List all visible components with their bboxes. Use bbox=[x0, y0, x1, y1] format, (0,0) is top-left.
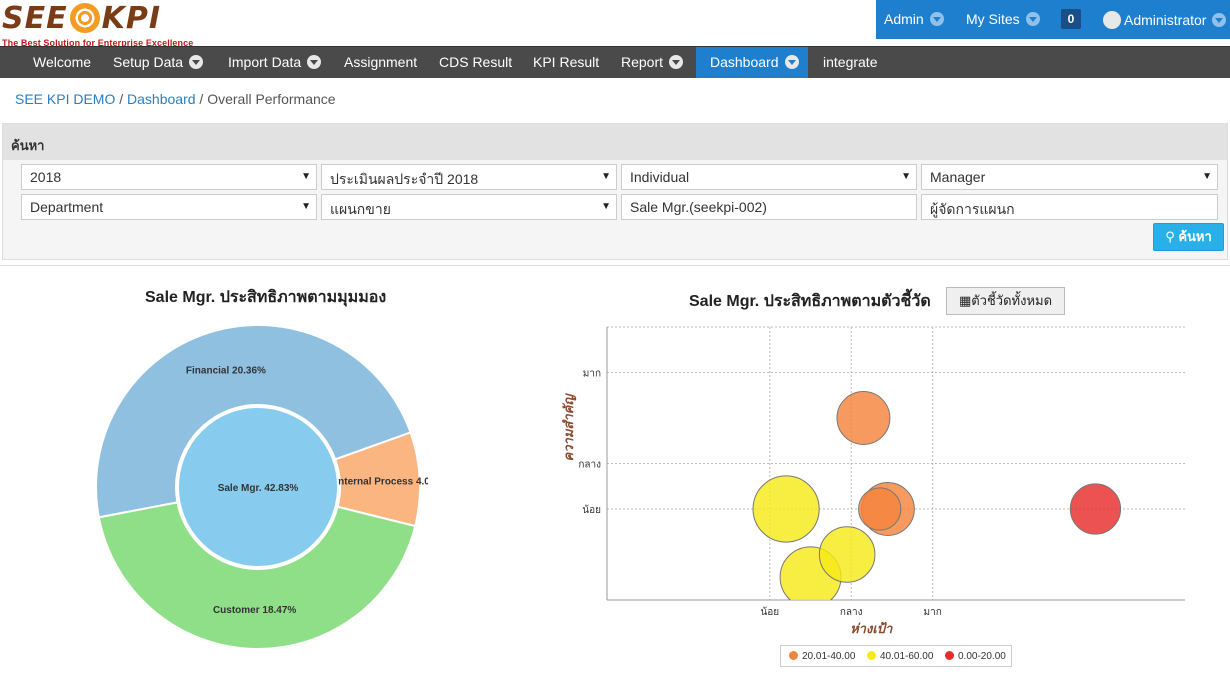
donut-center[interactable] bbox=[177, 406, 339, 568]
admin-menu-label: Admin bbox=[884, 11, 924, 27]
legend-item[interactable]: 0.00-20.00 bbox=[945, 651, 1006, 662]
year-select[interactable]: 2018 bbox=[21, 164, 317, 190]
y-tick-label: น้อย bbox=[582, 504, 601, 516]
chevron-down-icon bbox=[189, 55, 204, 69]
breadcrumb-current: Overall Performance bbox=[207, 91, 336, 107]
org-level-select[interactable]: Department bbox=[21, 194, 317, 220]
employee-field[interactable]: Sale Mgr.(seekpi-002) bbox=[621, 194, 917, 220]
admin-menu[interactable]: Admin bbox=[884, 11, 944, 27]
legend-item[interactable]: 20.01-40.00 bbox=[789, 651, 855, 662]
chevron-down-icon bbox=[307, 55, 322, 69]
nav-welcome[interactable]: Welcome bbox=[33, 54, 92, 70]
org-select[interactable]: แผนกขาย bbox=[321, 194, 617, 220]
kpi-bubble[interactable] bbox=[836, 391, 891, 445]
x-axis-title: ห่างเป้า bbox=[850, 621, 893, 636]
legend-swatch bbox=[945, 651, 954, 660]
donut-slice-label: Internal Process 4.00% bbox=[335, 476, 428, 487]
user-menu[interactable]: Administrator bbox=[1103, 11, 1227, 29]
donut-slice-customer[interactable] bbox=[97, 501, 417, 650]
breadcrumb-root[interactable]: SEE KPI DEMO bbox=[15, 91, 116, 107]
target-logo-icon bbox=[69, 3, 100, 33]
chevron-down-icon bbox=[1025, 12, 1040, 26]
nav-integrate[interactable]: integrate bbox=[823, 54, 878, 70]
breadcrumb: SEE KPI DEMO / Dashboard / Overall Perfo… bbox=[15, 91, 336, 107]
chevron-down-icon bbox=[1212, 13, 1227, 27]
nav-setup-data[interactable]: Setup Data bbox=[113, 47, 204, 78]
bubble-chart-title: Sale Mgr. ประสิทธิภาพตามตัวชี้วัด bbox=[689, 293, 931, 310]
search-panel: ค้นหา 2018 ประเมินผลประจำปี 2018 Individ… bbox=[2, 123, 1228, 260]
perspective-donut-chart: Financial 20.36% Internal Process 4.00% Cu… bbox=[95, 324, 428, 650]
chevron-down-icon bbox=[929, 12, 944, 26]
kpi-bubble[interactable] bbox=[818, 526, 876, 583]
app-logo[interactable]: SEE KPI The Best Solution for Enterprise … bbox=[2, 1, 202, 49]
user-bar: Admin My Sites 0 Administrator bbox=[876, 0, 1230, 39]
all-kpi-button[interactable]: ▦ตัวชี้วัดทั้งหมด bbox=[946, 287, 1065, 315]
nav-assignment[interactable]: Assignment bbox=[344, 54, 418, 70]
legend-swatch bbox=[867, 651, 876, 660]
nav-cds-result[interactable]: CDS Result bbox=[439, 54, 513, 70]
bubble-chart-legend: 20.01-40.00 40.01-60.00 0.00-20.00 bbox=[780, 645, 1012, 667]
y-axis-title: ความสำคัญ bbox=[561, 393, 577, 462]
kpi-bubble[interactable] bbox=[858, 487, 902, 531]
user-name: Administrator bbox=[1124, 12, 1207, 28]
donut-slice-financial[interactable] bbox=[95, 324, 412, 519]
period-select[interactable]: ประเมินผลประจำปี 2018 bbox=[321, 164, 617, 190]
chevron-down-icon bbox=[784, 55, 799, 69]
donut-slice-label: Financial 20.36% bbox=[186, 365, 266, 376]
logo-wordmark: SEE KPI bbox=[2, 1, 161, 36]
donut-chart-title: Sale Mgr. ประสิทธิภาพตามมุมมอง bbox=[145, 289, 387, 306]
kpi-bubble[interactable] bbox=[752, 475, 820, 543]
search-panel-title: ค้นหา bbox=[3, 124, 1227, 160]
appraisal-type-select[interactable]: Individual bbox=[621, 164, 917, 190]
chevron-down-icon bbox=[669, 55, 684, 69]
all-kpi-button-label: ตัวชี้วัดทั้งหมด bbox=[971, 293, 1053, 308]
my-sites-menu[interactable]: My Sites bbox=[966, 11, 1040, 27]
kpi-bubble[interactable] bbox=[1069, 483, 1122, 535]
x-tick-label: กลาง bbox=[840, 607, 863, 618]
legend-swatch bbox=[789, 651, 798, 660]
nav-import-data[interactable]: Import Data bbox=[228, 47, 322, 78]
top-bar: SEE KPI The Best Solution for Enterprise … bbox=[0, 0, 1230, 49]
nav-dashboard[interactable]: Dashboard bbox=[696, 47, 808, 78]
logo-tagline: The Best Solution for Enterprise Excelle… bbox=[2, 38, 194, 48]
nav-kpi-result[interactable]: KPI Result bbox=[533, 54, 600, 70]
notification-badge[interactable]: 0 bbox=[1061, 9, 1081, 29]
x-tick-label: น้อย bbox=[760, 606, 779, 618]
level-select[interactable]: Manager bbox=[921, 164, 1218, 190]
main-nav: Welcome Setup Data Import Data Assignmen… bbox=[0, 46, 1230, 78]
y-tick-label: กลาง bbox=[578, 460, 601, 471]
donut-center-label: Sale Mgr. 42.83% bbox=[218, 483, 299, 494]
y-tick-label: มาก bbox=[583, 369, 601, 380]
search-button[interactable]: ⚲ ค้นหา bbox=[1153, 223, 1224, 251]
donut-slice-label: Customer 18.47% bbox=[213, 605, 296, 616]
my-sites-label: My Sites bbox=[966, 11, 1020, 27]
user-avatar-icon bbox=[1103, 11, 1121, 29]
position-field[interactable]: ผู้จัดการแผนก bbox=[921, 194, 1218, 220]
x-tick-label: มาก bbox=[924, 607, 942, 618]
nav-report[interactable]: Report bbox=[621, 47, 684, 78]
content-divider bbox=[0, 265, 1230, 266]
table-icon: ▦ bbox=[958, 293, 972, 308]
search-button-label: ค้นหา bbox=[1178, 229, 1212, 244]
breadcrumb-dashboard[interactable]: Dashboard bbox=[127, 91, 196, 107]
search-icon: ⚲ bbox=[1165, 229, 1175, 244]
legend-item[interactable]: 40.01-60.00 bbox=[867, 651, 933, 662]
